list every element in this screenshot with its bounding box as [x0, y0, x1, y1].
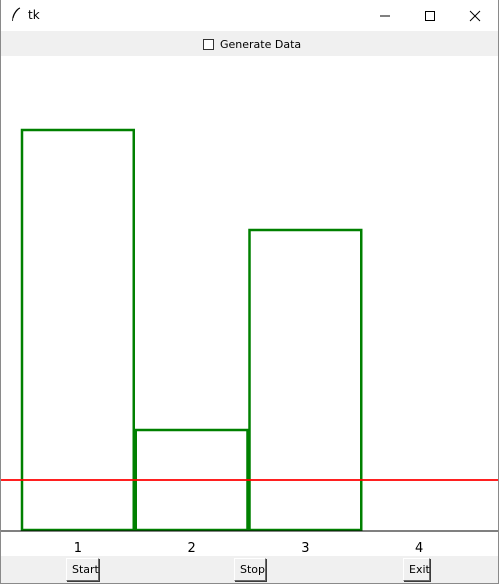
- bar-chart: 1 2 3 4: [1, 128, 498, 556]
- x-tick-label-4: 4: [415, 541, 423, 556]
- bar-3: [248, 228, 363, 532]
- maximize-icon: [425, 11, 435, 21]
- generate-data-checkbox[interactable]: [203, 38, 214, 50]
- button-bar: Start Stop Exit: [1, 556, 498, 583]
- exit-button[interactable]: Exit: [403, 558, 430, 581]
- toolbar: Generate Data: [1, 31, 498, 56]
- minimize-button[interactable]: [362, 0, 408, 31]
- title-bar[interactable]: tk: [1, 0, 498, 31]
- plot-area: 1 2 3 4: [1, 56, 498, 556]
- x-tick-label-2: 2: [187, 541, 195, 556]
- stop-button[interactable]: Stop: [234, 558, 266, 581]
- start-button[interactable]: Start: [66, 558, 99, 581]
- maximize-button[interactable]: [407, 0, 453, 31]
- feather-icon: [9, 7, 23, 23]
- minimize-icon: [380, 15, 390, 17]
- x-tick-label-1: 1: [74, 541, 82, 556]
- close-button[interactable]: [452, 0, 498, 31]
- bar-1: [20, 128, 135, 532]
- generate-data-control[interactable]: Generate Data: [203, 36, 301, 52]
- close-icon: [469, 10, 481, 22]
- x-tick-label-3: 3: [301, 541, 309, 556]
- window-title: tk: [28, 8, 40, 22]
- generate-data-label[interactable]: Generate Data: [220, 37, 302, 51]
